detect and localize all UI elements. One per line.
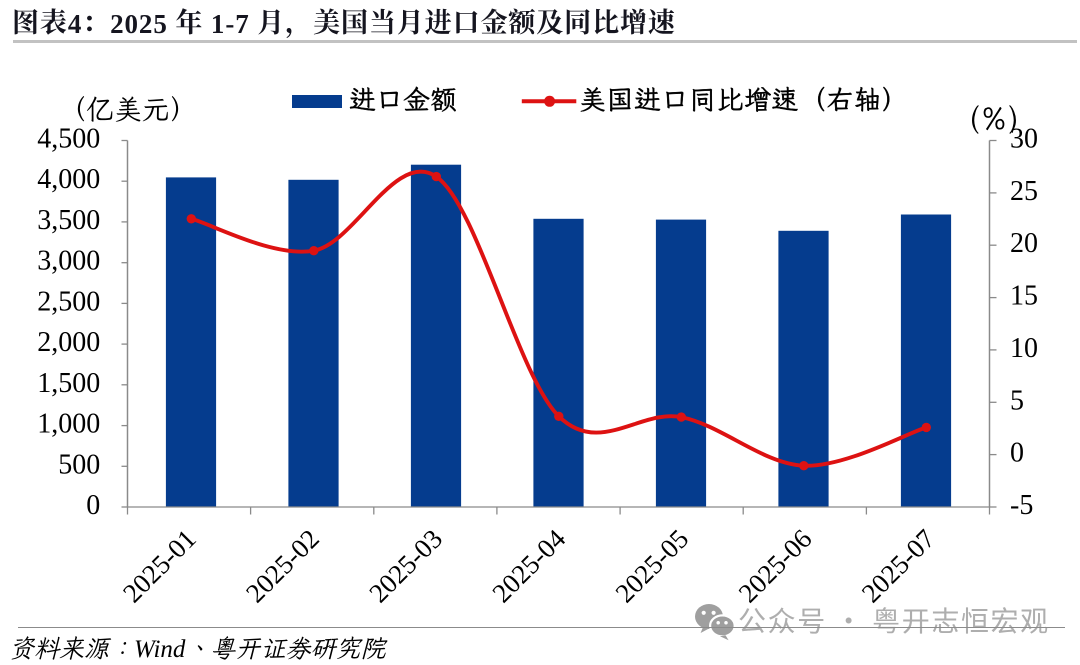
svg-text:3,500: 3,500 [37, 205, 100, 236]
svg-text:500: 500 [58, 449, 100, 480]
svg-text:3,000: 3,000 [37, 246, 100, 277]
svg-text:2025-02: 2025-02 [240, 524, 325, 609]
svg-text:15: 15 [1010, 281, 1038, 312]
svg-text:30: 30 [1010, 124, 1038, 155]
svg-text:2025-04: 2025-04 [486, 523, 571, 608]
svg-text:2025-03: 2025-03 [363, 524, 448, 609]
svg-text:-5: -5 [1010, 490, 1033, 521]
svg-text:0: 0 [1010, 438, 1024, 469]
svg-text:5: 5 [1010, 385, 1024, 416]
svg-text:2,000: 2,000 [37, 327, 100, 358]
svg-text:2025-06: 2025-06 [733, 524, 818, 609]
svg-text:25: 25 [1010, 176, 1038, 207]
svg-text:4,500: 4,500 [37, 124, 100, 155]
svg-text:2025-01: 2025-01 [117, 524, 202, 609]
svg-text:2,500: 2,500 [37, 286, 100, 317]
svg-text:20: 20 [1010, 228, 1038, 259]
svg-text:1,500: 1,500 [37, 368, 100, 399]
svg-text:10: 10 [1010, 333, 1038, 364]
svg-text:0: 0 [86, 490, 100, 521]
svg-text:2025-05: 2025-05 [609, 524, 694, 609]
svg-text:2025-07: 2025-07 [856, 524, 941, 609]
svg-text:4,000: 4,000 [37, 164, 100, 195]
svg-text:1,000: 1,000 [37, 409, 100, 440]
